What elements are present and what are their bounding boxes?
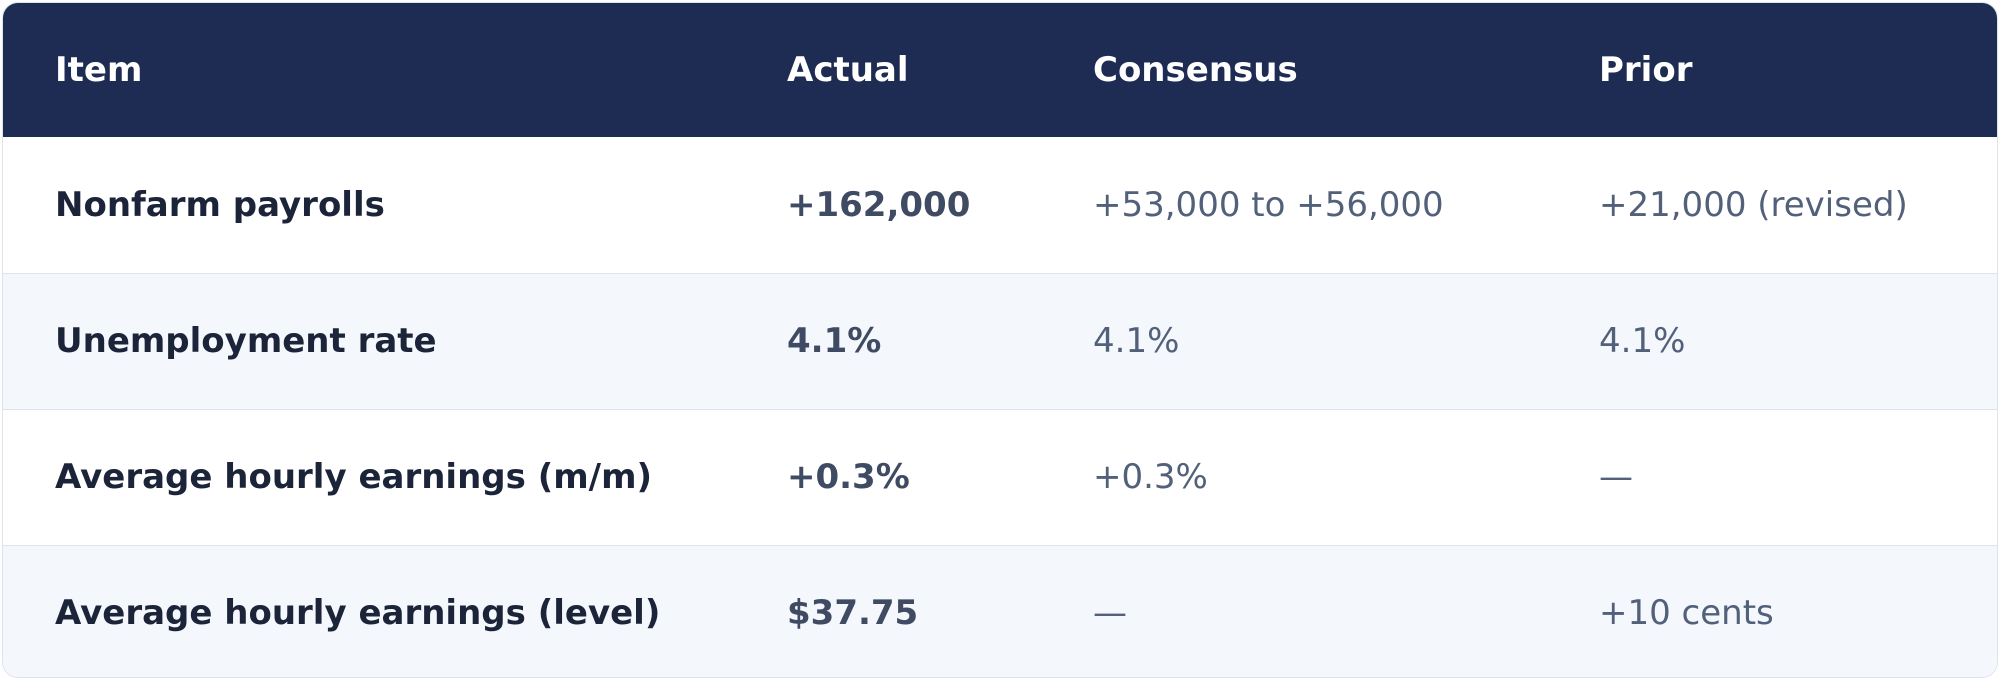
- cell-actual: +0.3%: [787, 457, 910, 497]
- cell-prior: +21,000 (revised): [1599, 184, 1908, 225]
- cell-consensus: +0.3%: [1093, 457, 1208, 497]
- header-row: Item Actual Consensus Prior: [3, 3, 1997, 137]
- cell-actual: 4.1%: [787, 321, 882, 361]
- cell-actual: +162,000: [787, 184, 971, 225]
- header-item: Item: [55, 50, 143, 90]
- header-prior: Prior: [1599, 50, 1693, 90]
- table-row: Average hourly earnings (m/m) +0.3% +0.3…: [3, 409, 1997, 545]
- cell-consensus: 4.1%: [1093, 321, 1180, 361]
- cell-consensus: +53,000 to +56,000: [1093, 184, 1444, 225]
- cell-item: Average hourly earnings (m/m): [55, 457, 653, 497]
- header-consensus: Consensus: [1093, 50, 1298, 90]
- cell-item: Average hourly earnings (level): [55, 593, 661, 634]
- cell-consensus: —: [1093, 593, 1127, 634]
- cell-item: Nonfarm payrolls: [55, 184, 385, 225]
- cell-prior: +10 cents: [1599, 593, 1774, 634]
- header-actual: Actual: [787, 50, 909, 90]
- economic-data-table: Item Actual Consensus Prior Nonfarm payr…: [3, 3, 1997, 677]
- cell-item: Unemployment rate: [55, 321, 437, 361]
- table-header: Item Actual Consensus Prior: [3, 3, 1997, 137]
- cell-actual: $37.75: [787, 593, 919, 634]
- table-body: Nonfarm payrolls +162,000 +53,000 to +56…: [3, 137, 1997, 677]
- table-row: Nonfarm payrolls +162,000 +53,000 to +56…: [3, 137, 1997, 273]
- cell-prior: 4.1%: [1599, 321, 1686, 361]
- table-row: Average hourly earnings (level) $37.75 —…: [3, 545, 1997, 677]
- table-row: Unemployment rate 4.1% 4.1% 4.1%: [3, 273, 1997, 409]
- cell-prior: —: [1599, 457, 1633, 497]
